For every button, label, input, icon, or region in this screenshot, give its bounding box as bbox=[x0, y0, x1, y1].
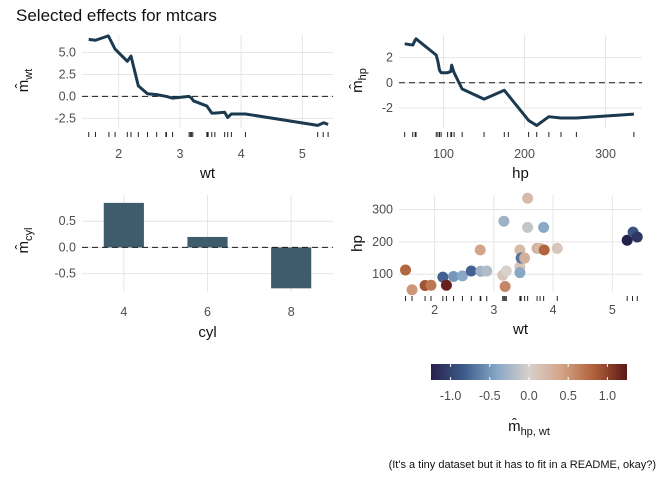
scatter-point bbox=[538, 244, 550, 256]
y-axis-label-sub: cyl bbox=[23, 228, 35, 241]
scatter-point bbox=[406, 284, 418, 296]
scatter-point bbox=[498, 215, 510, 227]
scatter-point bbox=[440, 279, 452, 291]
y-tick-label: 2.5 bbox=[59, 67, 76, 81]
x-axis-label: wt bbox=[199, 165, 216, 182]
scatter-point bbox=[522, 192, 534, 204]
colorbar-tick-label: 0.0 bbox=[520, 389, 537, 403]
y-tick-label: 0 bbox=[386, 76, 393, 90]
y-axis-label-text: m̂hp bbox=[349, 68, 369, 93]
colorbar-title-main: m̂ bbox=[508, 418, 521, 435]
scatter-point bbox=[514, 267, 526, 279]
scatter-point bbox=[500, 265, 512, 277]
x-tick-label: 3 bbox=[490, 303, 497, 317]
colorbar-tick-label: 0.5 bbox=[560, 389, 577, 403]
y-axis-label-main: m̂ bbox=[349, 80, 366, 93]
y-axis-label-main: m̂ bbox=[15, 241, 32, 254]
bar-8 bbox=[271, 247, 312, 289]
series-line bbox=[404, 37, 634, 127]
scatter-point bbox=[465, 265, 477, 277]
y-axis-label-main: m̂ bbox=[15, 80, 32, 93]
scatter-point bbox=[621, 234, 633, 246]
x-tick-label: 5 bbox=[609, 303, 616, 317]
y-tick-label: -2 bbox=[382, 101, 393, 115]
y-axis-label: hp bbox=[349, 235, 366, 252]
x-tick-label: 3 bbox=[176, 147, 183, 161]
x-tick-label: 100 bbox=[433, 147, 454, 161]
chart-title: Selected effects for mtcars bbox=[16, 6, 217, 25]
y-tick-label: 0.5 bbox=[59, 214, 76, 228]
x-tick-label: 5 bbox=[299, 147, 306, 161]
y-axis-label: m̂wt bbox=[15, 69, 35, 93]
scatter-point bbox=[522, 221, 534, 233]
y-tick-label: 200 bbox=[372, 235, 393, 249]
colorbar-title: m̂hp, wt bbox=[508, 418, 550, 438]
x-tick-label: 4 bbox=[550, 303, 557, 317]
y-tick-label: -0.5 bbox=[54, 267, 76, 281]
x-tick-label: 4 bbox=[120, 305, 127, 319]
scatter-point bbox=[514, 244, 526, 256]
y-axis-label-text: m̂cyl bbox=[15, 228, 35, 254]
scatter-point bbox=[631, 231, 643, 243]
colorbar bbox=[431, 364, 627, 380]
y-tick-label: 100 bbox=[372, 267, 393, 281]
y-tick-label: 0.0 bbox=[59, 240, 76, 254]
colorbar-title-sub: hp, wt bbox=[521, 426, 550, 438]
scatter-point bbox=[551, 242, 563, 254]
y-tick-label: 5.0 bbox=[59, 46, 76, 60]
y-tick-label: -2.5 bbox=[54, 111, 76, 125]
scatter-point bbox=[448, 270, 460, 282]
colorbar-tick-label: 1.0 bbox=[599, 389, 616, 403]
bar-4 bbox=[103, 202, 144, 248]
x-tick-label: 8 bbox=[288, 305, 295, 319]
y-axis-label-sub: hp bbox=[357, 68, 369, 80]
scatter-point bbox=[456, 270, 468, 282]
y-axis-label: m̂cyl bbox=[15, 228, 35, 254]
scatter-point bbox=[538, 221, 550, 233]
scatter-point bbox=[425, 279, 437, 291]
x-tick-label: 2 bbox=[431, 303, 438, 317]
scatter-point bbox=[400, 264, 412, 276]
x-tick-label: 300 bbox=[595, 147, 616, 161]
y-tick-label: 2 bbox=[386, 51, 393, 65]
x-tick-label: 200 bbox=[514, 147, 535, 161]
x-tick-label: 4 bbox=[238, 147, 245, 161]
colorbar-tick-label: -0.5 bbox=[479, 389, 501, 403]
scatter-point bbox=[481, 265, 493, 277]
colorbar-tick-label: -1.0 bbox=[440, 389, 462, 403]
y-tick-label: 0.0 bbox=[59, 89, 76, 103]
series-line bbox=[88, 34, 329, 127]
bar-6 bbox=[187, 236, 228, 248]
x-tick-label: 6 bbox=[204, 305, 211, 319]
y-axis-label-text: m̂wt bbox=[15, 69, 35, 93]
scatter-point bbox=[474, 244, 486, 256]
x-axis-label: wt bbox=[512, 321, 529, 338]
y-axis-label-sub: wt bbox=[23, 69, 35, 81]
scatter-point bbox=[499, 281, 511, 293]
y-axis-label: m̂hp bbox=[349, 68, 369, 93]
y-tick-label: 300 bbox=[372, 203, 393, 217]
x-axis-label: cyl bbox=[198, 324, 216, 341]
scatter-point bbox=[519, 252, 531, 264]
x-axis-label: hp bbox=[512, 165, 529, 182]
x-tick-label: 2 bbox=[115, 147, 122, 161]
chart-caption: (It's a tiny dataset but it has to fit i… bbox=[388, 459, 656, 471]
